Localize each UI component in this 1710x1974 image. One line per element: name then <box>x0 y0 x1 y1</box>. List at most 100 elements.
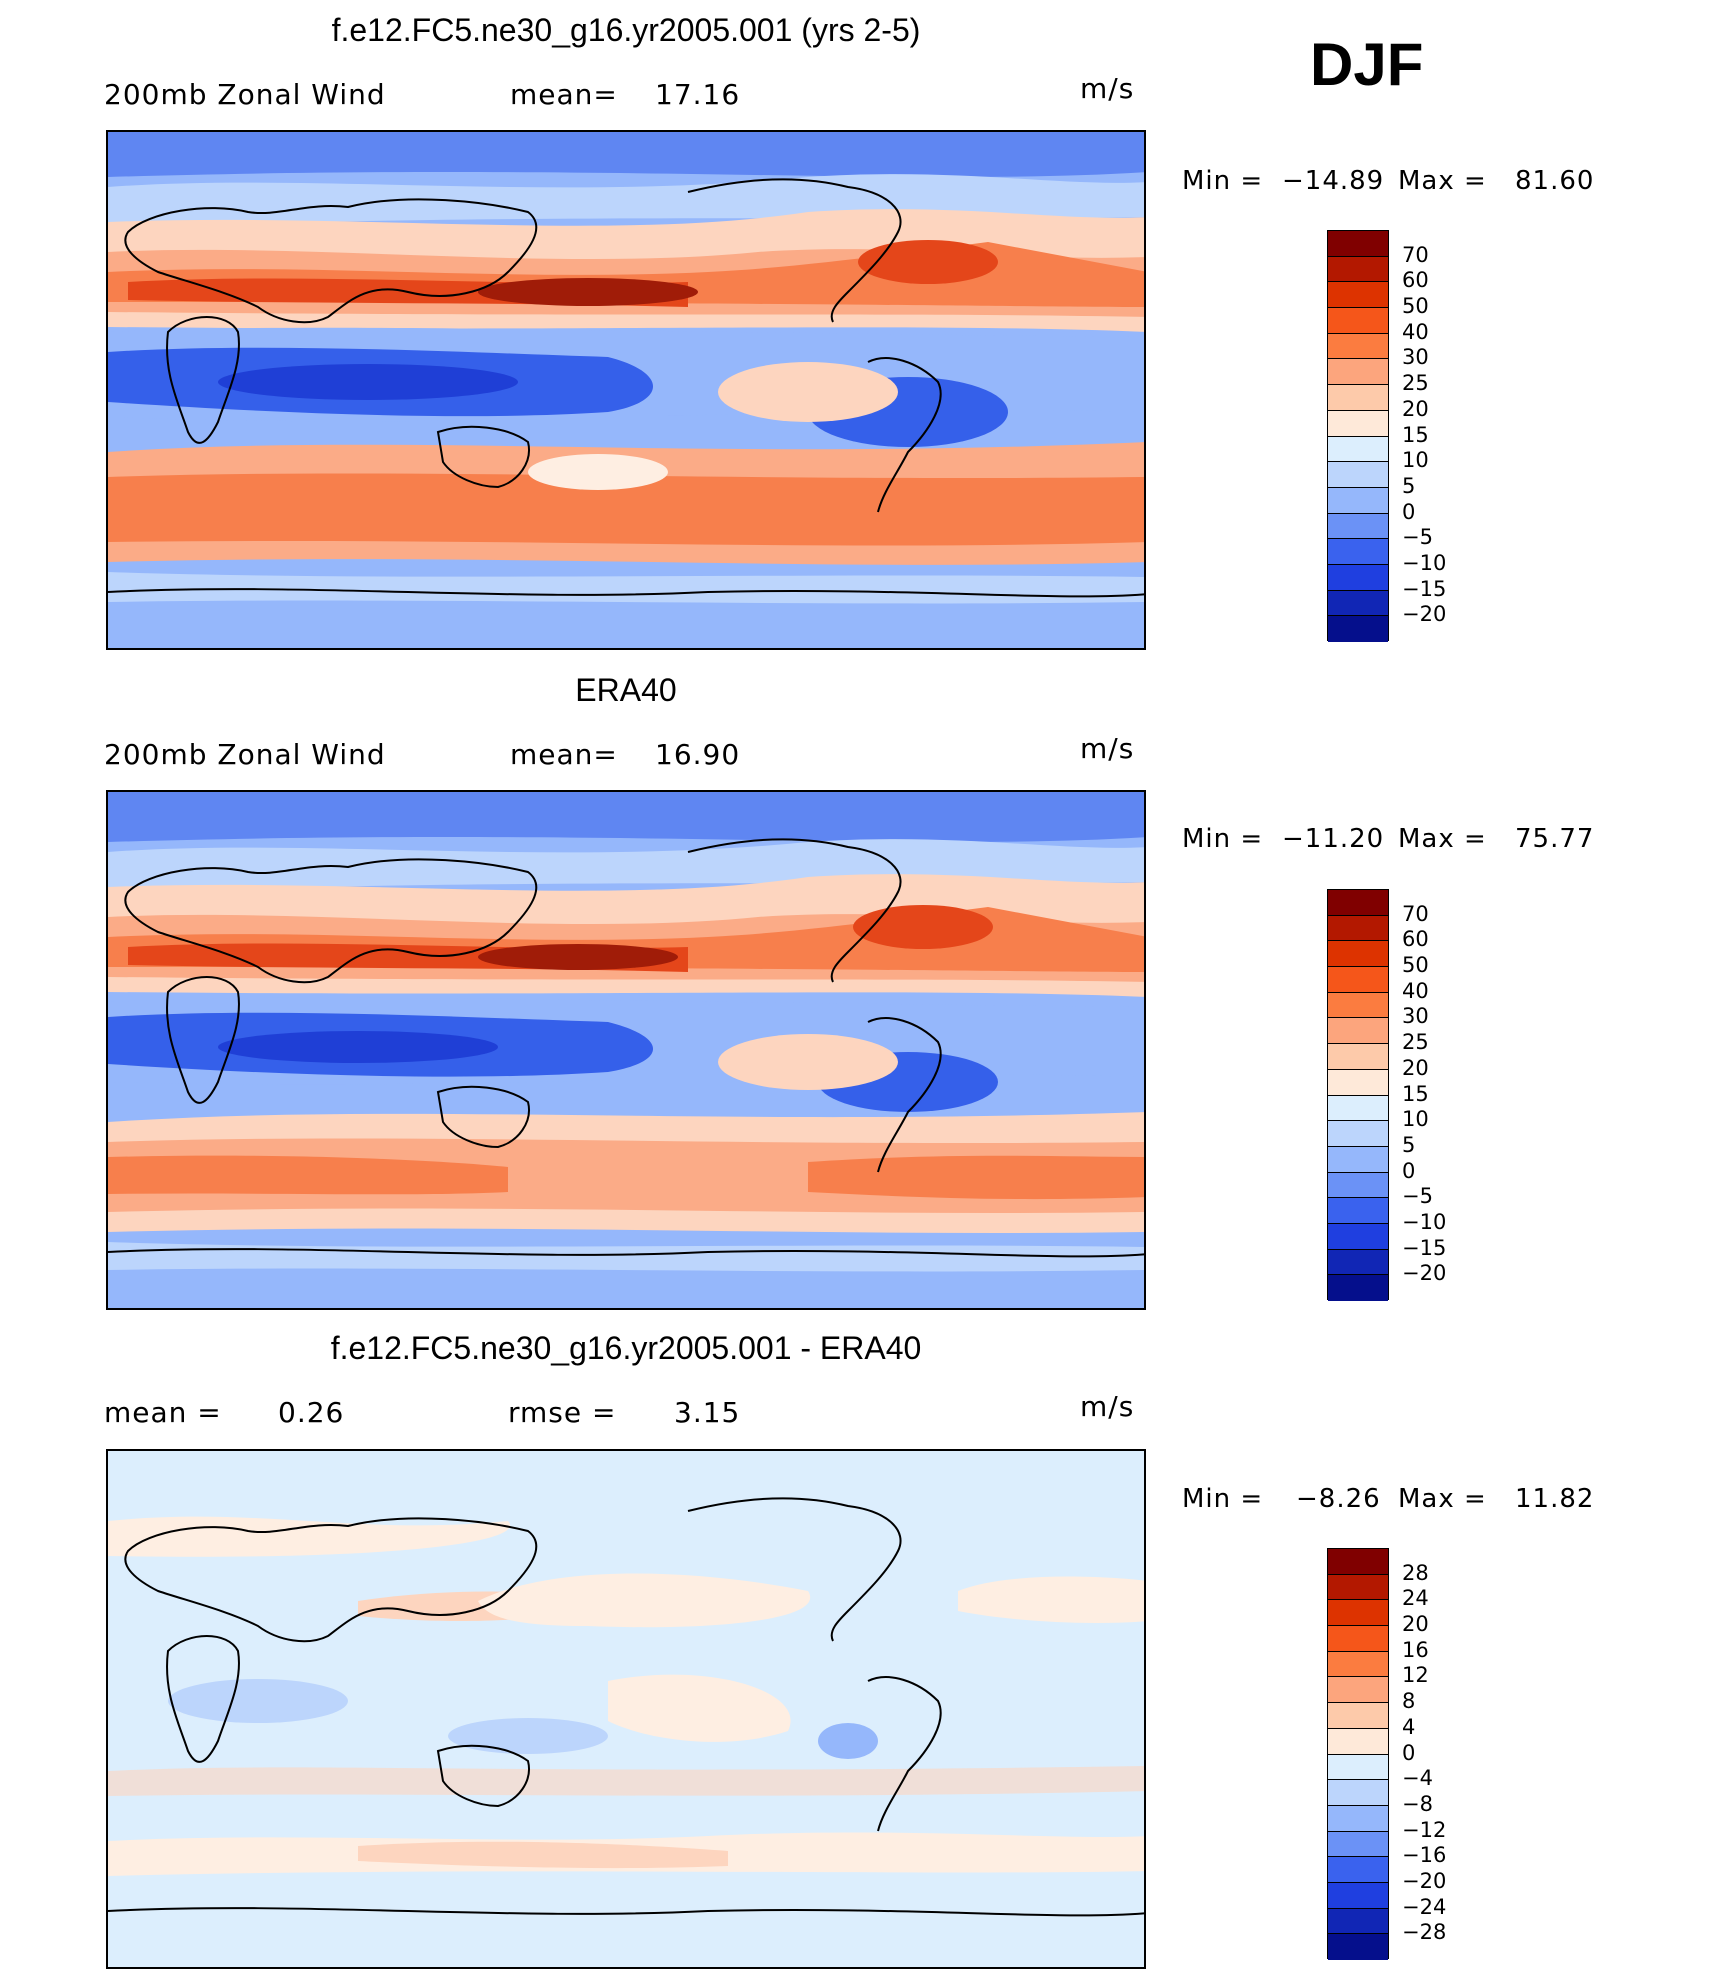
colorbar-swatch <box>1328 564 1388 591</box>
colorbar-swatch <box>1328 359 1388 386</box>
colorbar-swatch <box>1328 1882 1388 1909</box>
north-america-outline <box>687 838 902 983</box>
panel-3-units: m/s <box>1080 1390 1135 1423</box>
colorbar-swatch <box>1328 333 1388 360</box>
panel-3-map-svg <box>108 1451 1144 1967</box>
colorbar-swatch <box>1328 941 1388 968</box>
panel-1-map-svg <box>108 132 1144 648</box>
colorbar-swatch <box>1328 992 1388 1019</box>
panel-2-title: ERA40 <box>575 672 677 708</box>
colorbar-swatch <box>1328 1600 1388 1627</box>
eurasia-outline <box>124 858 538 984</box>
colorbar-tick-label: −20 <box>1402 602 1447 627</box>
colorbar-tick-label: 24 <box>1402 1586 1429 1611</box>
panel-1-min-label: Min = <box>1182 166 1264 196</box>
colorbar-tick-label: 25 <box>1402 1030 1429 1055</box>
season-label: DJF <box>1310 31 1424 98</box>
colorbar-swatch <box>1328 462 1388 488</box>
colorbar-swatch <box>1328 1069 1388 1096</box>
panel-2-min-value: −11.20 <box>1282 824 1385 854</box>
colorbar-swatch <box>1328 1754 1388 1781</box>
colorbar-swatch <box>1328 1805 1388 1832</box>
panel-3-map <box>106 1449 1146 1969</box>
panel-3-rmse-label: rmse = <box>508 1396 617 1429</box>
nh-jet-max <box>478 278 698 306</box>
panel-1-max-value: 81.60 <box>1515 166 1595 196</box>
diff-negative-blob-2 <box>448 1718 608 1754</box>
colorbar-swatch <box>1328 1095 1388 1122</box>
atlantic-jet-core <box>858 240 998 284</box>
panel-2-map-svg <box>108 792 1144 1308</box>
africa-outline <box>166 1635 240 1763</box>
colorbar-swatch <box>1328 1249 1388 1276</box>
south-america-outline <box>867 1017 942 1173</box>
colorbar-swatch <box>1328 231 1388 257</box>
panel-1-units: m/s <box>1080 72 1135 105</box>
atlantic-jet-core <box>853 905 993 949</box>
colorbar-swatch <box>1328 890 1388 916</box>
coastlines <box>108 1497 1144 1917</box>
colorbar-tick-label: 0 <box>1402 1740 1416 1765</box>
north-america-outline <box>687 1497 902 1642</box>
nh-jet-max <box>478 944 678 970</box>
eurasia-outline <box>124 1517 538 1643</box>
diff-positive-band-3 <box>478 1573 811 1628</box>
australia-outline <box>436 1744 530 1808</box>
colorbar-swatch <box>1328 1651 1388 1678</box>
colorbar-swatch <box>1328 410 1388 437</box>
colorbar-tick-label: −15 <box>1402 1235 1447 1260</box>
sh-high-lat-band <box>108 1242 1144 1272</box>
panel-1-variable-label: 200mb Zonal Wind <box>104 78 386 111</box>
africa-outline <box>166 316 240 444</box>
panel-1-max-label: Max = <box>1398 166 1487 196</box>
colorbar-tick-label: 70 <box>1402 242 1429 267</box>
colorbar-tick-label: 4 <box>1402 1714 1416 1739</box>
coastlines <box>108 178 1144 598</box>
colorbar-swatch <box>1328 590 1388 617</box>
panel-1-min-value: −14.89 <box>1282 166 1385 196</box>
panel-2-max-label: Max = <box>1398 824 1487 854</box>
colorbar-tick-label: 40 <box>1402 319 1429 344</box>
colorbar-tick-label: −28 <box>1402 1920 1447 1945</box>
arctic-band <box>108 132 1144 177</box>
colorbar-tick-label: 15 <box>1402 1081 1429 1106</box>
arctic-band <box>108 792 1144 842</box>
antarctica-outline <box>108 588 1144 598</box>
colorbar-swatch <box>1328 282 1388 309</box>
panel-2-colorbar <box>1327 889 1389 1301</box>
colorbar-tick-label: 0 <box>1402 499 1416 524</box>
equatorial-westerly <box>718 1034 898 1090</box>
panel-3-max-label: Max = <box>1398 1484 1487 1514</box>
colorbar-tick-label: 10 <box>1402 1107 1429 1132</box>
colorbar-tick-label: −10 <box>1402 550 1447 575</box>
colorbar-tick-label: −20 <box>1402 1261 1447 1286</box>
colorbar-swatch <box>1328 256 1388 283</box>
colorbar-tick-label: −16 <box>1402 1843 1447 1868</box>
tropical-easterly-core <box>218 364 518 400</box>
colorbar-tick-label: 50 <box>1402 294 1429 319</box>
panel-2-min-label: Min = <box>1182 824 1264 854</box>
diff-positive-band-4 <box>958 1576 1144 1623</box>
colorbar-swatch <box>1328 1934 1388 1960</box>
colorbar-tick-label: −5 <box>1402 525 1433 550</box>
colorbar-tick-label: 5 <box>1402 473 1416 498</box>
panel-1-map <box>106 130 1146 650</box>
colorbar-tick-label: 8 <box>1402 1689 1416 1714</box>
colorbar-swatch <box>1328 1275 1388 1301</box>
colorbar-swatch <box>1328 436 1388 463</box>
colorbar-tick-label: 16 <box>1402 1637 1429 1662</box>
colorbar-swatch <box>1328 1626 1388 1652</box>
colorbar-swatch <box>1328 539 1388 565</box>
australia-outline <box>436 425 530 489</box>
colorbar-tick-label: −5 <box>1402 1184 1433 1209</box>
panel-3-colorbar <box>1327 1548 1389 1960</box>
panel-3-title: f.e12.FC5.ne30_g16.yr2005.001 - ERA40 <box>330 1330 922 1366</box>
panel-1-colorbar <box>1327 230 1389 642</box>
panel-1-mean-value: 17.16 <box>655 78 741 111</box>
colorbar-swatch <box>1328 616 1388 642</box>
panel-3-min-label: Min = <box>1182 1484 1264 1514</box>
colorbar-swatch <box>1328 1172 1388 1199</box>
diff-positive-band-5 <box>608 1674 791 1742</box>
colorbar-tick-label: 0 <box>1402 1158 1416 1183</box>
panel-2-mean-label: mean= <box>510 738 618 771</box>
